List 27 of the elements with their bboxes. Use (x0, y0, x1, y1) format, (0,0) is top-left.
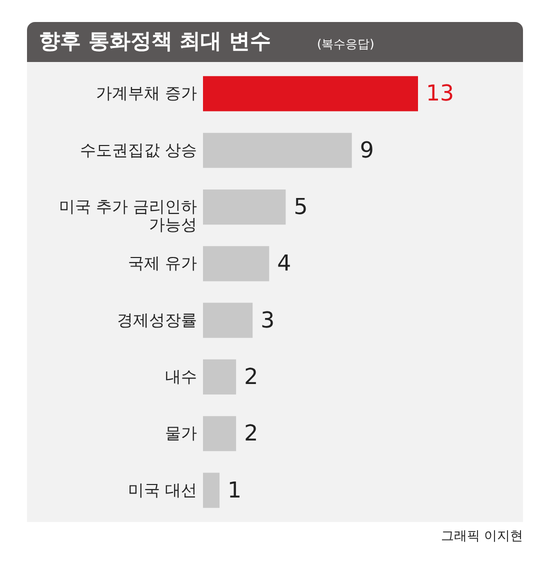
data-label: 3 (260, 308, 275, 334)
data-label: 2 (244, 422, 258, 447)
chart-subtitle: (복수응답) (317, 37, 374, 51)
chart-title: 향후 통화정책 최대 변수 (39, 29, 271, 53)
bar (203, 189, 286, 225)
y-tick-label: 수도권집값 상승 (80, 140, 197, 160)
data-label: 13 (426, 82, 454, 107)
y-tick-label: 미국 대선 (128, 480, 197, 500)
bar (203, 76, 418, 112)
y-tick-label: 경제성장률 (117, 310, 197, 330)
y-tick-label: 가계부채 증가 (96, 84, 197, 103)
y-tick-label: 미국 추가 금리인하 가능성 (58, 197, 197, 234)
y-tick-label: 내수 (165, 366, 197, 386)
data-label: 4 (277, 252, 292, 277)
y-tick-label: 물가 (165, 424, 197, 443)
bar (203, 472, 220, 508)
data-label: 9 (360, 138, 374, 164)
bar (203, 132, 352, 168)
bar (203, 246, 270, 282)
bar (203, 416, 236, 452)
y-tick-label: 국제 유가 (128, 254, 197, 273)
bar (203, 359, 236, 395)
text: 그래픽 이지현 (440, 529, 523, 544)
data-label: 5 (294, 195, 308, 220)
data-label: 2 (244, 364, 258, 390)
bar (203, 302, 253, 338)
data-label: 1 (228, 478, 242, 504)
